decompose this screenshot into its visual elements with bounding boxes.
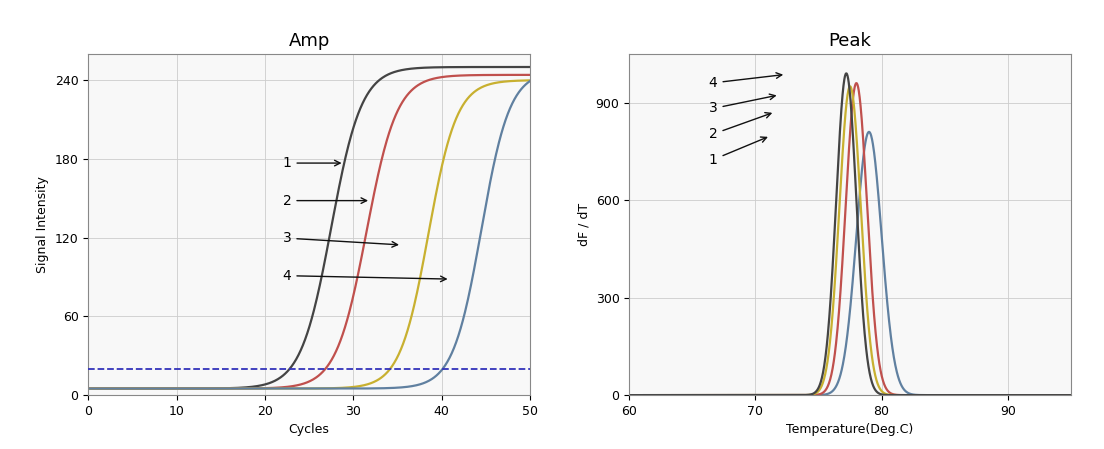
Title: Peak: Peak	[829, 31, 871, 49]
Y-axis label: Signal Intensity: Signal Intensity	[36, 176, 50, 273]
Text: 2: 2	[709, 113, 771, 141]
Text: 4: 4	[709, 73, 782, 90]
Text: 3: 3	[283, 231, 397, 247]
Text: 1: 1	[709, 137, 766, 167]
X-axis label: Temperature(Deg.C): Temperature(Deg.C)	[786, 423, 914, 436]
X-axis label: Cycles: Cycles	[288, 423, 330, 436]
Text: 1: 1	[283, 156, 340, 170]
Text: 2: 2	[283, 194, 367, 207]
Y-axis label: dF / dT: dF / dT	[577, 203, 591, 246]
Text: 4: 4	[283, 269, 446, 283]
Title: Amp: Amp	[288, 31, 330, 49]
Text: 3: 3	[709, 94, 775, 115]
